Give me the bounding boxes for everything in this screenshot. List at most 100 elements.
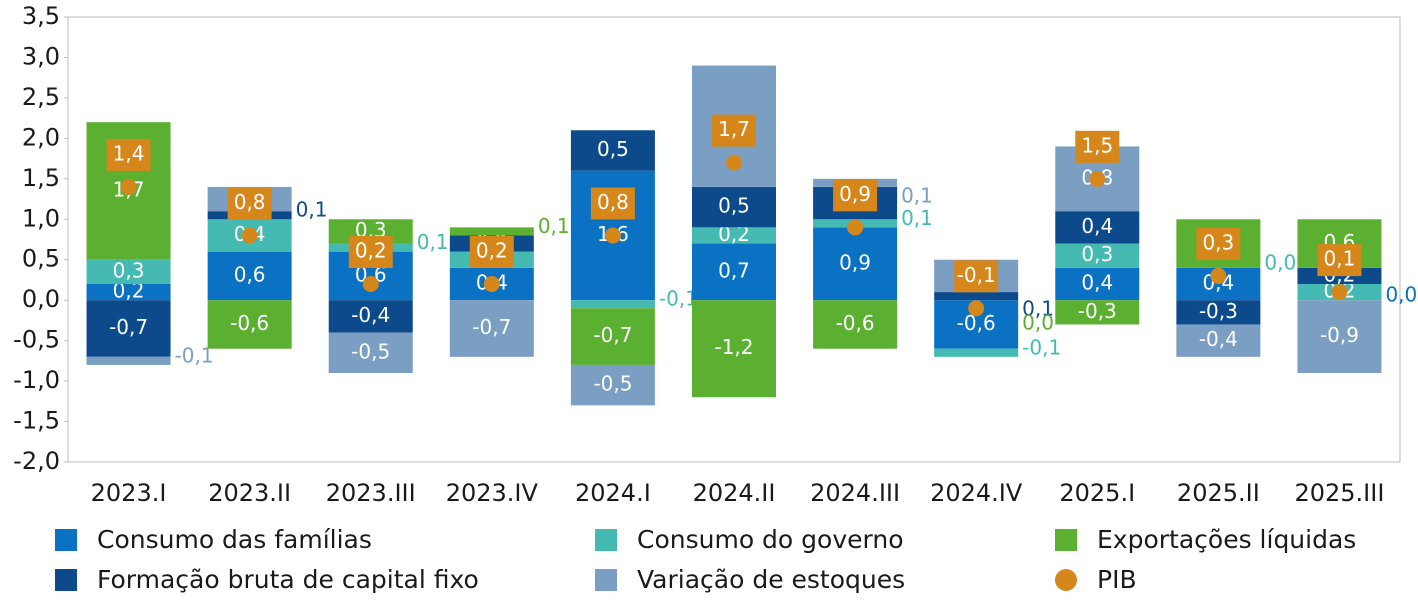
x-tick-label: 2024.I <box>575 479 651 507</box>
value-label: 0,9 <box>839 182 871 206</box>
value-label: -0,3 <box>1199 299 1238 323</box>
y-tick-label: -1,5 <box>13 407 60 435</box>
value-label: 0,6 <box>234 262 266 286</box>
y-tick-label: -1,0 <box>13 366 60 394</box>
value-label: 0,1 <box>296 198 328 222</box>
legend-label: Formação bruta de capital fixo <box>97 565 479 594</box>
bar-segment <box>813 227 898 301</box>
bar-segment <box>86 284 171 301</box>
value-label: -0,6 <box>230 311 269 335</box>
value-label: -0,7 <box>109 315 148 339</box>
value-label: 0,1 <box>901 206 933 230</box>
value-label: -0,1 <box>957 263 996 287</box>
value-label: 0,3 <box>1081 242 1113 266</box>
legend-marker <box>595 569 617 591</box>
pib-dot <box>1331 284 1348 301</box>
value-label: 0,5 <box>597 137 629 161</box>
pib-label-box <box>712 114 756 147</box>
pib-label-box <box>954 260 999 293</box>
value-label: -0,4 <box>351 303 390 327</box>
legend-marker <box>1055 529 1077 551</box>
y-tick-label: 3,0 <box>22 42 60 70</box>
legend-marker <box>55 569 77 591</box>
value-label: -0,5 <box>351 339 390 363</box>
value-label: 0,0 <box>1022 311 1054 335</box>
pib-dot <box>120 178 137 195</box>
value-label: -0,3 <box>1078 299 1117 323</box>
x-tick-label: 2025.I <box>1059 479 1135 507</box>
value-label: -0,1 <box>175 343 214 367</box>
y-tick-label: 3,5 <box>22 2 60 30</box>
bar-segment <box>86 300 171 357</box>
bar-segment <box>207 251 292 301</box>
value-label: -0,1 <box>1022 335 1061 359</box>
x-tick-label: 2023.IV <box>446 479 539 507</box>
bar-segment <box>1055 300 1140 325</box>
pib-dot <box>362 276 379 292</box>
pib-dot <box>483 276 500 292</box>
value-label: 0,1 <box>1324 247 1356 271</box>
value-label: -0,7 <box>472 315 511 339</box>
bar-segment <box>328 300 413 333</box>
value-label: 1,7 <box>718 117 750 141</box>
value-label: 1,4 <box>113 141 145 165</box>
bar-segment <box>570 130 655 171</box>
value-label: 0,3 <box>113 258 145 282</box>
value-label: 0,4 <box>1081 214 1113 238</box>
bar-segment <box>1055 211 1140 244</box>
bar-segment <box>934 292 1019 301</box>
legend-marker <box>595 529 617 551</box>
bar-segment <box>449 300 534 357</box>
legend-label: Exportações líquidas <box>1097 525 1356 554</box>
bar-segment <box>328 332 413 373</box>
pib-label-box <box>469 236 514 268</box>
bar-segment <box>1297 300 1382 373</box>
bar-segment <box>934 348 1019 357</box>
value-label: -1,2 <box>714 335 753 359</box>
bar-segment <box>1176 300 1261 325</box>
pib-label-box <box>1317 244 1362 277</box>
value-label: 0,2 <box>355 239 387 263</box>
legend-label: Consumo das famílias <box>97 525 372 554</box>
legend-marker <box>1055 569 1077 591</box>
bar-segment <box>692 186 776 228</box>
legend-marker <box>55 529 77 551</box>
bar-segment <box>692 243 776 301</box>
value-label: -0,1 <box>659 287 698 311</box>
value-label: 0,5 <box>718 194 750 218</box>
value-label: 0,9 <box>839 250 871 274</box>
y-tick-label: 0,0 <box>22 285 60 313</box>
bar-segment <box>207 300 292 349</box>
legend-label: Consumo do governo <box>637 525 904 554</box>
legend-label: PIB <box>1097 565 1137 594</box>
value-label: 1,5 <box>1081 133 1113 157</box>
y-tick-label: -2,0 <box>13 447 60 475</box>
pib-dot <box>847 219 864 236</box>
value-label: -0,4 <box>1199 327 1238 351</box>
value-label: -0,9 <box>1320 323 1359 347</box>
value-label: 0,1 <box>1022 297 1054 321</box>
value-label: -0,5 <box>593 372 632 396</box>
bar-segment <box>570 300 655 309</box>
pib-dot <box>1089 170 1106 187</box>
pib-label-box <box>106 138 151 171</box>
value-label: 0,8 <box>597 190 629 214</box>
pib-label-box <box>833 179 878 212</box>
x-tick-label: 2024.III <box>810 479 900 507</box>
value-label: 0,2 <box>476 239 508 263</box>
y-tick-label: 2,5 <box>22 83 60 111</box>
plot-frame <box>67 16 1401 463</box>
value-label: 0,4 <box>1081 271 1113 295</box>
legend-label: Variação de estoques <box>637 565 905 594</box>
pib-dot <box>968 300 985 317</box>
x-tick-label: 2024.IV <box>930 479 1023 507</box>
y-tick-label: 1,0 <box>22 204 60 232</box>
value-label: 0,8 <box>234 190 266 214</box>
x-tick-label: 2024.II <box>693 479 776 507</box>
pib-label-box <box>227 187 272 220</box>
bar-segment <box>1055 267 1140 301</box>
value-label: 0,3 <box>1202 230 1234 254</box>
value-label: 0,7 <box>718 258 750 282</box>
value-label: 0,0 <box>1385 283 1417 307</box>
